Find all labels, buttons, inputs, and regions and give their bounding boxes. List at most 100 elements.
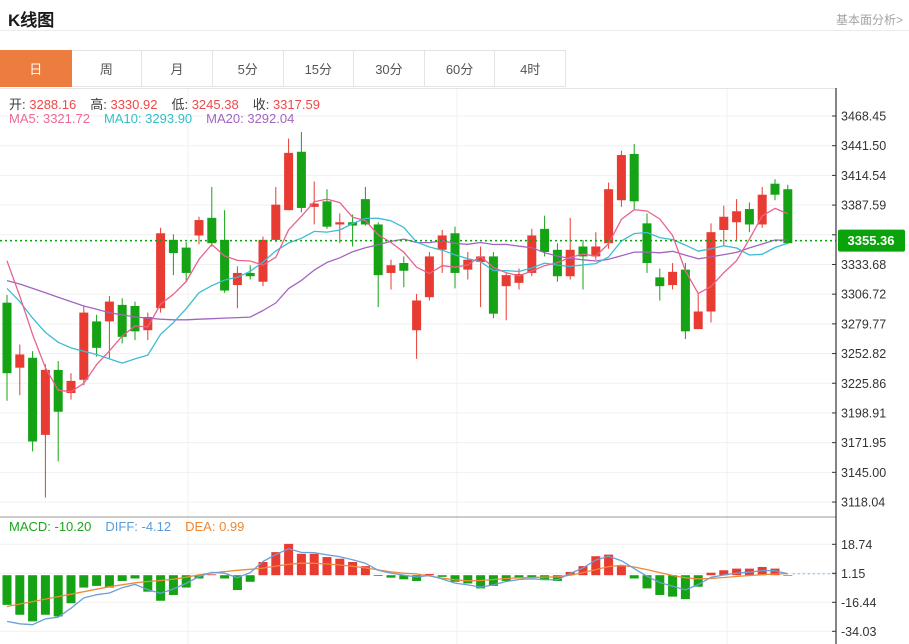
candle-body [322,201,332,227]
macd-hist-bar [348,562,358,576]
tab-month[interactable]: 月 [142,50,213,87]
price-axis-label: 3145.00 [841,466,886,480]
macd-hist-bar [476,575,486,589]
candle-body [2,302,12,374]
candle-body [488,256,498,314]
macd-hist-bar [642,575,652,589]
candle-body [629,153,639,202]
macd-hist-bar [450,575,460,582]
ohlc-readout: 开: 3288.16 高: 3330.92 低: 3245.38 收: 3317.59 [9,94,334,113]
tab-day[interactable]: 日 [0,50,72,87]
candle-body [719,216,729,230]
tab-5min[interactable]: 5分 [212,50,284,87]
candle-body [386,265,396,273]
candle-body [181,247,191,273]
candle-body [680,269,690,332]
macd-axis-label: -16.44 [841,596,876,610]
price-axis-label: 3225.86 [841,377,886,391]
macd-hist-bar [53,575,63,617]
tab-30min[interactable]: 30分 [354,50,425,87]
macd-hist-bar [220,575,230,579]
candle-body [79,312,89,380]
legend-item: 低: 3245.38 [171,97,239,112]
candle-body [693,311,703,330]
macd-hist-bar [399,575,409,580]
macd-hist-bar [655,575,665,595]
candle-body [335,222,345,225]
ma20-line [6,238,788,321]
price-axis-label: 3387.59 [841,199,886,213]
macd-hist-bar [271,552,281,576]
macd-hist-bar [527,575,537,578]
candle-body [757,194,767,225]
tab-4hour[interactable]: 4时 [495,50,566,87]
macd-hist-bar [424,574,434,576]
candle-body [284,152,294,211]
candle-body [40,369,50,435]
macd-hist-bar [245,575,255,582]
candle-body [604,189,614,244]
candle-body [744,209,754,225]
candle-body [232,272,242,286]
macd-axis-label: 1.15 [841,567,865,581]
candle-body [117,304,127,337]
macd-hist-bar [143,575,153,592]
legend-item: MA10: 3293.90 [103,111,193,126]
macd-hist-bar [488,575,498,586]
legend-item: 收: 3317.59 [252,97,320,112]
fundamental-analysis-link[interactable]: 基本面分析> [835,13,903,27]
macd-hist-bar [181,575,191,588]
candle-body [156,233,166,309]
macd-hist-bar [232,575,242,591]
candle-body [424,256,434,298]
legend-item: MA5: 3321.72 [9,111,90,126]
macd-hist-bar [168,575,178,595]
price-axis-label: 3306.72 [841,288,886,302]
ma5-line [6,198,789,393]
candle-body [143,317,153,331]
macd-hist-bar [28,575,38,622]
candle-body [501,275,511,287]
tab-week[interactable]: 周 [71,50,143,87]
macd-hist-bar [552,575,562,581]
price-axis-label: 3414.54 [841,169,886,183]
legend-item: DEA: 0.99 [185,519,245,534]
last-price-badge [838,229,905,252]
macd-hist-bar [284,543,294,576]
tab-15min[interactable]: 15分 [283,50,355,87]
macd-legend: MACD: -10.20 DIFF: -4.12 DEA: 0.99 [9,519,258,534]
candle-body [194,220,204,236]
candle-body [540,228,550,253]
candle-body [245,272,255,277]
candle-body [220,239,230,291]
macd-hist-bar [412,575,422,581]
macd-hist-bar [79,575,89,588]
macd-hist-bar [66,575,76,604]
macd-hist-bar [2,575,12,605]
candle-body [296,151,306,208]
macd-axis-label: 18.74 [841,538,872,552]
candle-body [271,204,281,240]
candle-body [130,305,140,332]
macd-hist-bar [732,568,742,576]
macd-hist-bar [783,575,793,576]
macd-hist-bar [156,575,166,601]
candle-body [309,203,319,207]
kline-chart-canvas[interactable]: 3468.453441.503414.543387.593360.633333.… [0,88,909,644]
chart-area: 3468.453441.503414.543387.593360.633333.… [0,88,909,644]
ma10-line [6,217,789,364]
macd-hist-bar [463,575,473,584]
tab-60min[interactable]: 60分 [424,50,496,87]
macd-hist-bar [130,575,140,579]
candle-body [642,223,652,264]
macd-hist-bar [604,554,614,576]
candle-body [92,321,102,348]
macd-hist-bar [386,575,396,578]
page-title: K线图 [8,11,55,30]
candle-body [15,354,25,368]
macd-hist-bar [693,575,703,587]
price-axis-label: 3441.50 [841,139,886,153]
candle-body [476,256,486,262]
macd-hist-bar [514,575,524,579]
candle-body [437,235,447,250]
